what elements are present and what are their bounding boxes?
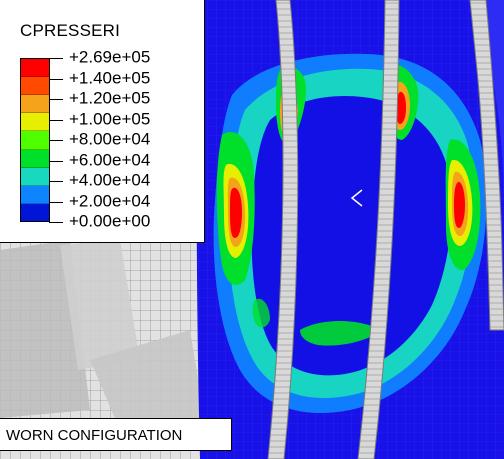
legend-tick bbox=[49, 201, 63, 203]
legend-swatch bbox=[21, 167, 49, 186]
legend-swatch bbox=[21, 113, 49, 132]
legend-label: +2.00e+04 bbox=[69, 191, 151, 211]
configuration-caption: WORN CONFIGURATION bbox=[0, 418, 232, 451]
legend-label: +1.20e+05 bbox=[69, 88, 151, 108]
legend-label: +0.00e+00 bbox=[69, 211, 151, 231]
legend-swatch bbox=[21, 59, 49, 78]
legend-label: +4.00e+04 bbox=[69, 170, 151, 190]
legend-swatch bbox=[21, 185, 49, 204]
legend-tick bbox=[49, 99, 63, 100]
legend-tick bbox=[49, 58, 63, 59]
legend-label: +8.00e+04 bbox=[69, 129, 151, 149]
legend-swatch bbox=[21, 149, 49, 168]
legend-label: +2.69e+05 bbox=[69, 47, 151, 67]
chevron-left-icon bbox=[350, 189, 363, 207]
legend-swatch bbox=[21, 77, 49, 96]
legend-tick bbox=[49, 222, 63, 223]
legend-swatch bbox=[21, 95, 49, 114]
legend-tick bbox=[49, 181, 63, 182]
legend-colorbar bbox=[20, 58, 50, 222]
legend-tick bbox=[49, 78, 63, 80]
legend-swatch bbox=[21, 203, 49, 221]
legend-label: +1.00e+05 bbox=[69, 109, 151, 129]
legend-label: +6.00e+04 bbox=[69, 150, 151, 170]
legend-ticks: +2.69e+05 +1.40e+05 +1.20e+05 +1.00e+05 +8.0… bbox=[49, 49, 199, 230]
legend-swatch bbox=[21, 131, 49, 150]
contour-legend: CPRESSERI +2.69e+05 +1.40e+05 +1.20e+05 +1.… bbox=[0, 0, 205, 243]
tread-grooves bbox=[267, 0, 504, 459]
legend-title: CPRESSERI bbox=[20, 21, 121, 40]
legend-tick bbox=[49, 140, 63, 141]
legend-tick bbox=[49, 119, 63, 121]
legend-label: +1.40e+05 bbox=[69, 68, 151, 88]
legend-tick bbox=[49, 160, 63, 162]
